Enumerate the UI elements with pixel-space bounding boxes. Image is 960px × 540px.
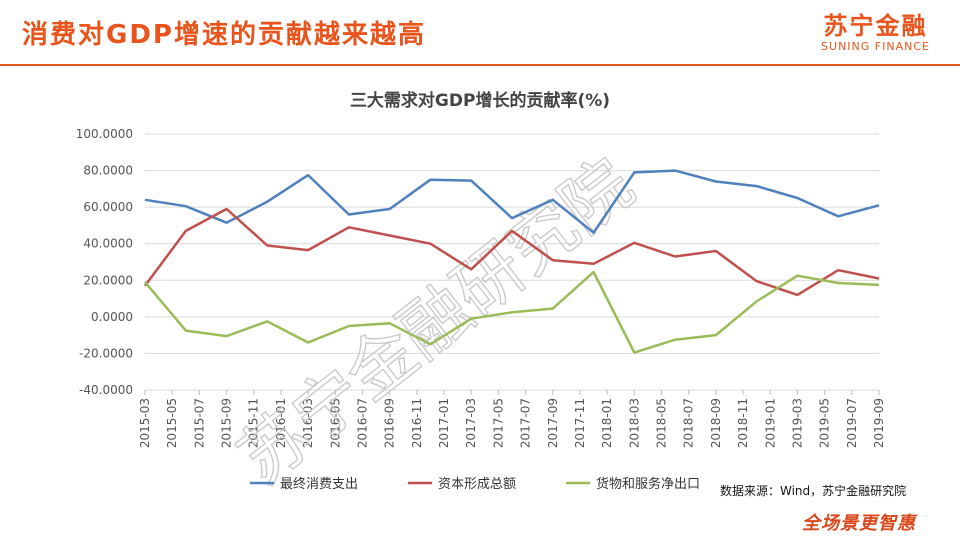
title-rule	[0, 64, 960, 66]
bottom-brand-slogan: 全场景更智惠	[802, 513, 916, 534]
y-tick-label: 100.0000	[76, 127, 133, 141]
legend: 最终消费支出 资本形成总额 货物和服务净出口	[250, 476, 700, 492]
x-tick-label: 2015-07	[192, 398, 206, 448]
x-tick-label: 2019-07	[845, 398, 859, 448]
x-tick-label: 2016-09	[383, 398, 397, 448]
x-tick-label: 2018-09	[709, 398, 723, 448]
y-tick-label: 0.0000	[91, 310, 133, 324]
x-tick-label: 2016-01	[274, 398, 288, 448]
slide-title: 消费对GDP增速的贡献越来越高	[22, 20, 426, 50]
x-tick-label: 2017-01	[437, 398, 451, 448]
y-tick-label: 20.0000	[83, 273, 133, 287]
x-tick-label: 2017-11	[573, 398, 587, 448]
x-tick-label: 2019-05	[818, 398, 832, 448]
x-tick-label: 2018-05	[655, 398, 669, 448]
series-line-货物和服务净出口	[144, 270, 880, 354]
x-tick-label: 2015-05	[165, 398, 179, 448]
x-tick-label: 2017-05	[491, 398, 505, 448]
gridlines	[145, 133, 879, 391]
x-tick-label: 2015-11	[247, 398, 261, 448]
x-tick-label: 2015-03	[138, 398, 152, 448]
y-tick-label: 40.0000	[83, 237, 133, 251]
x-tick-label: 2018-07	[682, 398, 696, 448]
logo-cn-text: 苏宁金融	[823, 12, 928, 40]
legend-label: 最终消费支出	[280, 476, 358, 492]
x-tick-label: 2019-01	[763, 398, 777, 448]
y-axis-tick-labels: -40.0000 -20.0000 0.0000 20.0000 40.0000 60.0…	[76, 127, 133, 397]
suning-finance-logo: 苏宁金融 SUNING FINANCE	[821, 12, 930, 54]
chart-title: 三大需求对GDP增长的贡献率(%)	[350, 90, 610, 111]
x-tick-label: 2017-03	[464, 398, 478, 448]
x-tick-label: 2016-11	[410, 398, 424, 448]
legend-label: 货物和服务净出口	[596, 476, 700, 492]
x-tick-label: 2018-03	[627, 398, 641, 448]
logo-en-text: SUNING FINANCE	[821, 40, 930, 53]
x-tick-label: 2016-05	[328, 398, 342, 448]
x-tick-label: 2018-11	[736, 398, 750, 448]
legend-label: 资本形成总额	[438, 477, 516, 492]
y-tick-label: 60.0000	[83, 200, 133, 214]
x-axis-tick-labels: 2015-03 2015-05 2015-07 2015-09 2015-11 2016-…	[138, 390, 886, 448]
series-line-最终消费支出	[144, 169, 880, 234]
contribution-line-chart: 三大需求对GDP增长的贡献率(%) -40.0000 -20.0000 0.0000…	[76, 90, 886, 500]
x-tick-label: 2016-07	[355, 398, 369, 448]
y-tick-label: 80.0000	[83, 164, 133, 178]
x-tick-label: 2019-09	[872, 398, 886, 448]
series-line-资本形成总额	[143, 207, 880, 297]
x-tick-label: 2015-09	[220, 398, 234, 448]
source-note: 数据来源：Wind，苏宁金融研究院	[720, 484, 907, 498]
y-tick-label: -20.0000	[79, 346, 133, 360]
x-tick-label: 2017-07	[519, 398, 533, 448]
x-tick-label: 2016-03	[301, 398, 315, 448]
x-tick-label: 2018-01	[600, 398, 614, 448]
series-lines	[143, 169, 880, 354]
y-tick-label: -40.0000	[79, 383, 133, 397]
x-tick-label: 2019-03	[790, 398, 804, 448]
x-tick-label: 2017-09	[546, 398, 560, 448]
